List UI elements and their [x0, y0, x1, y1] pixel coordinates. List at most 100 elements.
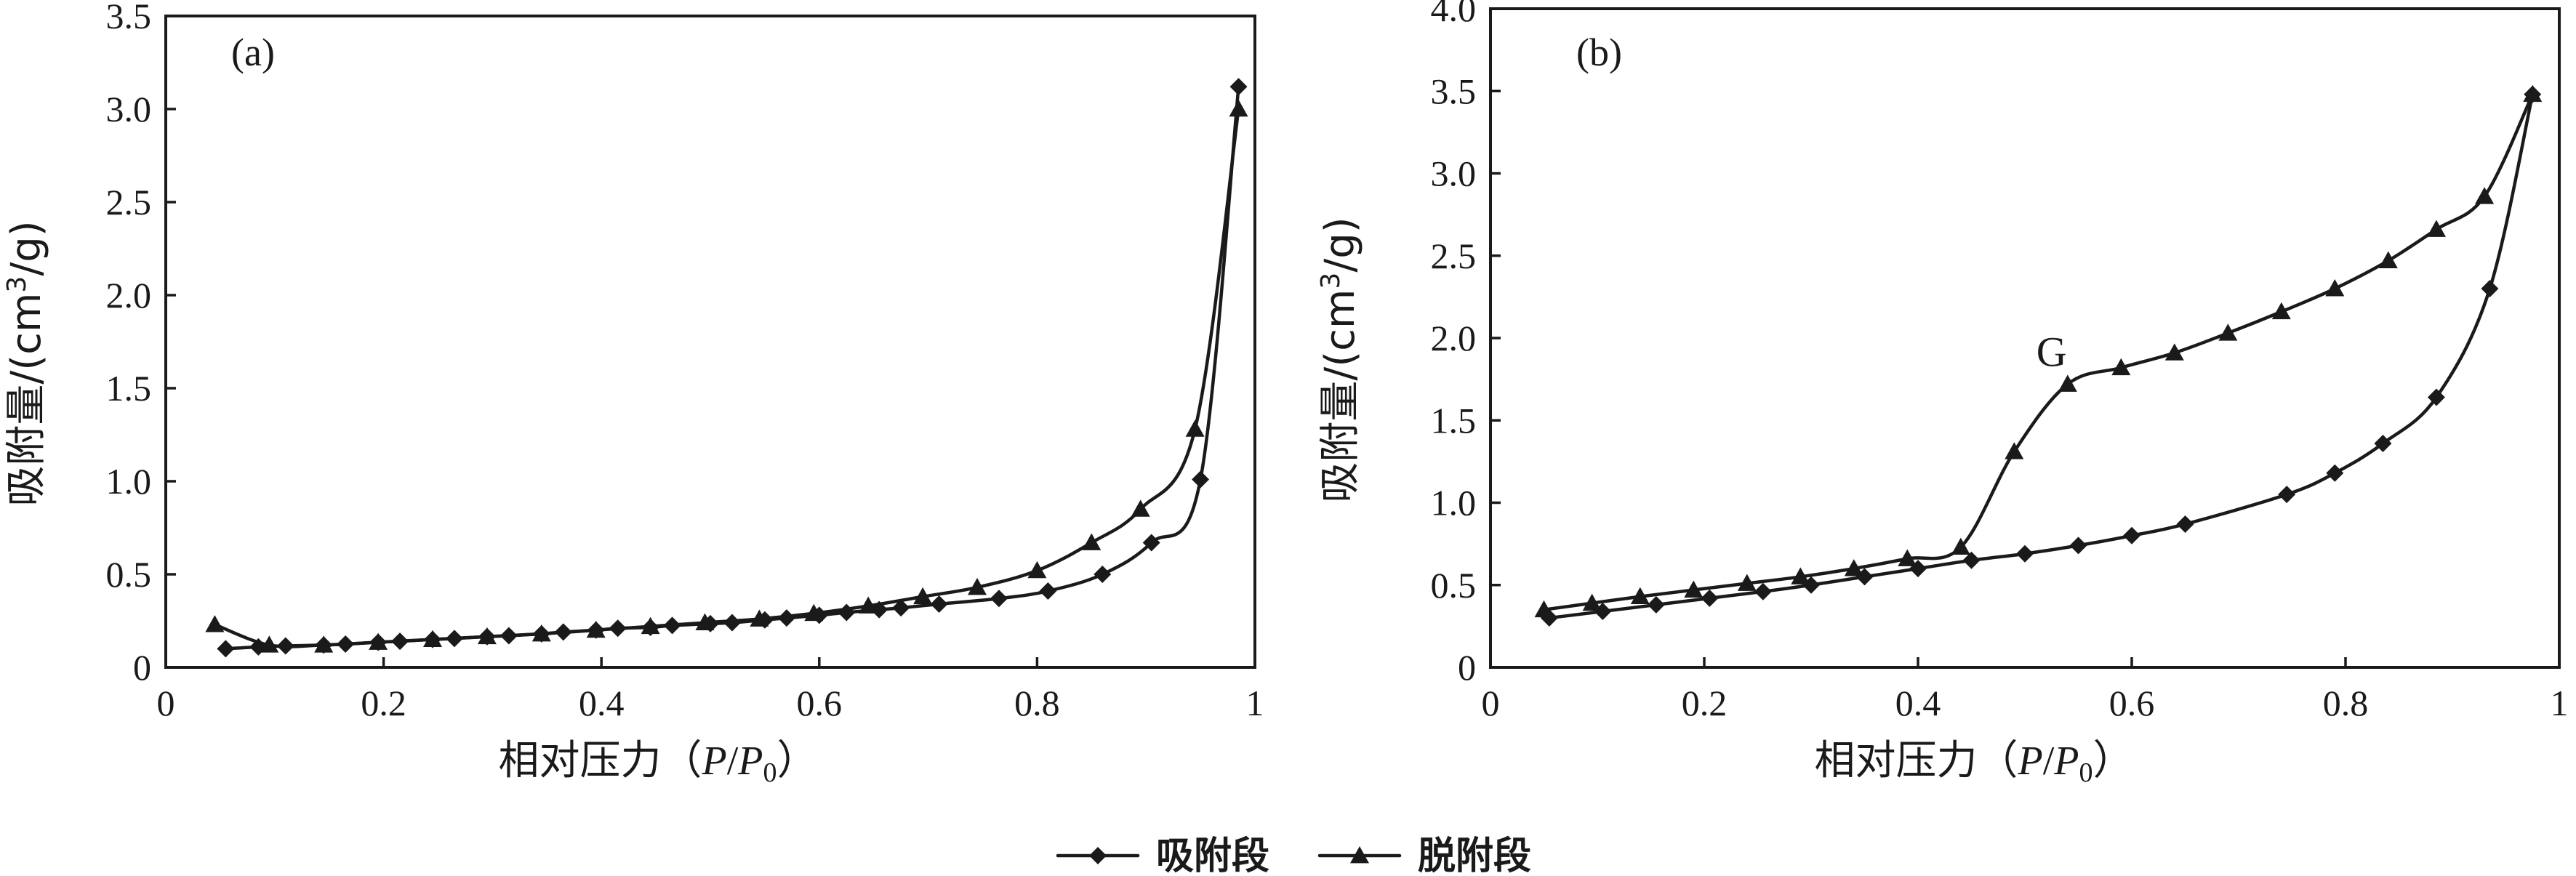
data-point — [1701, 589, 1719, 607]
x-tick-label: 0.4 — [1895, 683, 1941, 723]
y-tick-label: 2.0 — [106, 275, 152, 316]
data-point — [1647, 595, 1665, 614]
y-tick-label: 0 — [1458, 647, 1476, 688]
data-point — [1229, 100, 1248, 117]
data-point — [314, 635, 334, 653]
data-point — [990, 590, 1008, 608]
data-point — [2278, 486, 2296, 504]
data-point — [2058, 374, 2077, 392]
x-tick-label: 0 — [1482, 683, 1500, 723]
data-point — [641, 616, 660, 635]
x-tick-label: 1 — [2551, 683, 2569, 723]
data-point — [2325, 279, 2345, 297]
y-tick-label: 0.5 — [1431, 565, 1477, 606]
legend-item: 脱附段 — [1317, 835, 1531, 876]
data-point — [2218, 324, 2238, 341]
data-point — [205, 615, 225, 632]
data-point — [1582, 593, 1602, 611]
series-line — [213, 107, 1240, 648]
data-point — [1039, 582, 1057, 600]
desorption-series — [1534, 84, 2543, 618]
y-tick-label: 1.5 — [1431, 400, 1477, 441]
y-tick-label: 2.0 — [1431, 318, 1477, 358]
x-tick-label: 0.6 — [797, 683, 843, 723]
data-point — [750, 609, 769, 627]
data-point — [1094, 566, 1112, 583]
y-tick-label: 1.5 — [106, 368, 152, 409]
plot-frame — [164, 15, 1256, 669]
y-tick-label: 3.5 — [1431, 71, 1477, 111]
chart-panel-a: 0 0.2 0.4 0.6 0.8 1 0 0.5 1.0 1.5 2.0 2.5 3.0 3.5 相对压力… — [2, 0, 1264, 788]
y-axis-label: 吸附量/(cm3/g) — [1316, 217, 1364, 502]
data-point — [1898, 549, 1917, 566]
legend-label: 吸附段 — [1156, 835, 1269, 876]
x-tick-label: 0.8 — [1014, 683, 1060, 723]
data-point — [1791, 567, 1810, 584]
x-axis-label: 相对压力（P/P0） — [1815, 737, 2134, 788]
y-axis-label: 吸附量/(cm3/g) — [2, 220, 50, 506]
data-point — [1951, 537, 1970, 555]
data-point — [2111, 358, 2131, 376]
data-point — [859, 596, 878, 614]
data-point — [968, 577, 987, 595]
x-tick-label: 0.6 — [2109, 683, 2155, 723]
data-point — [2069, 537, 2087, 555]
data-point — [369, 632, 388, 650]
data-point — [2481, 280, 2499, 298]
y-tick-label: 1.0 — [1431, 483, 1477, 523]
x-tick-label: 0.2 — [361, 683, 406, 723]
plot-frame — [1489, 7, 2561, 669]
chart-panel-b: 0 0.2 0.4 0.6 0.8 1 0 0.5 1.0 1.5 2.0 2.5 3.0 3.5 4.0 相… — [1316, 0, 2569, 788]
data-point — [723, 614, 741, 632]
data-point — [1754, 582, 1772, 600]
x-tick-label: 0.8 — [2323, 683, 2369, 723]
y-tick-label: 2.5 — [106, 182, 152, 222]
y-tick-label: 1.0 — [106, 461, 152, 502]
data-point — [586, 620, 606, 638]
data-point — [1229, 78, 1248, 96]
data-point — [2271, 302, 2291, 320]
data-point — [1082, 533, 1102, 550]
y-tick-label: 3.0 — [1431, 153, 1477, 194]
data-point — [2176, 515, 2194, 533]
data-point — [695, 613, 715, 630]
x-tick-label: 0.2 — [1682, 683, 1728, 723]
annotation-label: G — [2037, 329, 2067, 376]
data-point — [260, 635, 279, 653]
y-tick-label: 0 — [133, 647, 151, 688]
y-tick-label: 3.5 — [106, 0, 152, 36]
data-point — [2326, 464, 2344, 482]
data-point — [2475, 187, 2495, 204]
y-tick-label: 0.5 — [106, 554, 152, 595]
data-point — [1142, 534, 1160, 552]
adsorption-series — [1540, 85, 2542, 627]
data-point — [913, 587, 933, 605]
data-point — [2427, 388, 2445, 406]
legend-marker — [1089, 847, 1107, 864]
y-tick-label: 2.5 — [1431, 236, 1477, 276]
data-point — [1027, 560, 1047, 579]
x-axis-label: 相对压力（P/P0） — [499, 737, 818, 788]
data-point — [1844, 559, 1863, 576]
data-point — [838, 603, 856, 622]
data-point — [2164, 343, 2184, 361]
y-tick-label: 4.0 — [1431, 0, 1477, 29]
series-line — [224, 85, 1240, 651]
data-point — [2005, 442, 2024, 459]
data-point — [930, 595, 948, 613]
legend-label: 脱附段 — [1418, 835, 1531, 876]
data-point — [1534, 600, 1554, 618]
data-point — [1684, 580, 1704, 598]
data-point — [1131, 499, 1150, 517]
data-point — [1185, 419, 1205, 437]
legend-marker — [1350, 846, 1369, 864]
data-point — [1962, 551, 1981, 569]
data-point — [2523, 84, 2543, 103]
panel-label: (b) — [1576, 31, 1622, 74]
data-point — [1630, 587, 1650, 605]
data-point — [423, 630, 443, 647]
x-tick-label: 0 — [157, 683, 175, 723]
data-point — [2016, 545, 2034, 563]
x-tick-label: 0.4 — [579, 683, 625, 723]
